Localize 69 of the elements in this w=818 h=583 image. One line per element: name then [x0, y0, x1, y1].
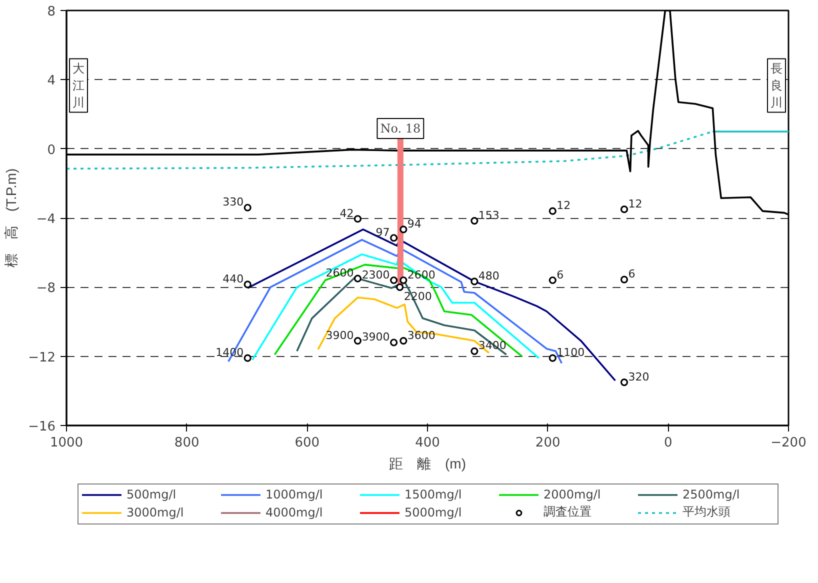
point — [400, 276, 408, 284]
annotation: 2300 — [362, 268, 390, 282]
legend-label: 2000mg/l — [544, 488, 602, 502]
point — [470, 278, 478, 286]
point — [400, 226, 408, 234]
x-tick-label: 200 — [535, 436, 560, 450]
annotation: 320 — [628, 370, 650, 384]
point — [244, 204, 252, 212]
annotation: 94 — [407, 217, 422, 230]
annotation: 330 — [222, 196, 244, 209]
annotation: 6 — [628, 268, 636, 281]
point — [354, 215, 362, 223]
annotation: No. 18 — [380, 121, 421, 136]
point — [354, 336, 362, 345]
annotation: 12 — [556, 199, 571, 212]
legend-label: 5000mg/l — [404, 505, 463, 519]
point — [400, 336, 408, 345]
x-tick-label: 1000 — [50, 436, 84, 450]
point — [390, 234, 398, 242]
x-tick-label: 800 — [174, 436, 200, 450]
point — [620, 276, 628, 284]
y-tick-label: −12 — [28, 350, 56, 366]
legend-label: 3000mg/l — [126, 505, 185, 519]
x-tick-label: −200 — [770, 436, 806, 450]
legend-label: 1000mg/l — [266, 488, 324, 502]
point — [470, 347, 478, 355]
legend-label: 平均水頭 — [682, 504, 732, 520]
y-tick-label: 0 — [47, 142, 56, 158]
point — [390, 276, 398, 284]
point — [354, 274, 362, 282]
y-tick-label: 8 — [47, 4, 56, 20]
annotation: 3600 — [407, 328, 436, 342]
legend-label: 500mg/l — [126, 488, 178, 502]
legend-label: 2500mg/l — [682, 488, 741, 502]
point — [548, 354, 556, 362]
x-tick-label: 600 — [294, 436, 320, 450]
annotation: 3900 — [326, 328, 354, 342]
annotation: 12 — [628, 197, 642, 210]
annotation: 1100 — [556, 346, 585, 360]
point — [620, 206, 628, 214]
annotation: 大江川 — [72, 62, 84, 110]
point — [548, 276, 556, 284]
annotation: 42 — [340, 206, 354, 220]
y-tick-label: −8 — [36, 281, 56, 296]
y-axis-title: 標 高 (T.P.m) — [3, 168, 20, 268]
x-tick-label: 0 — [664, 436, 672, 450]
annotation: 440 — [222, 272, 244, 286]
line-series — [274, 264, 523, 358]
point — [620, 378, 628, 386]
legend-label: 1500mg/l — [404, 488, 463, 502]
x-tick-label: 400 — [415, 436, 440, 450]
point — [470, 216, 478, 225]
x-axis-title: 距 離 (m) — [389, 456, 466, 472]
point — [390, 338, 398, 346]
legend-label: 4000mg/l — [266, 505, 324, 519]
point — [244, 280, 252, 288]
legend-label: 調査位置 — [544, 504, 592, 520]
annotation: 153 — [478, 208, 500, 222]
point — [396, 283, 404, 291]
annotation: 6 — [556, 268, 564, 282]
annotation: 480 — [478, 269, 500, 282]
annotation: 長良川 — [770, 62, 782, 110]
y-tick-label: 4 — [47, 74, 56, 89]
y-tick-label: −16 — [28, 420, 56, 434]
annotation: 97 — [376, 226, 390, 239]
point — [548, 207, 556, 215]
point — [244, 354, 252, 362]
y-tick-label: −4 — [36, 212, 56, 227]
annotation: 3900 — [362, 330, 390, 344]
